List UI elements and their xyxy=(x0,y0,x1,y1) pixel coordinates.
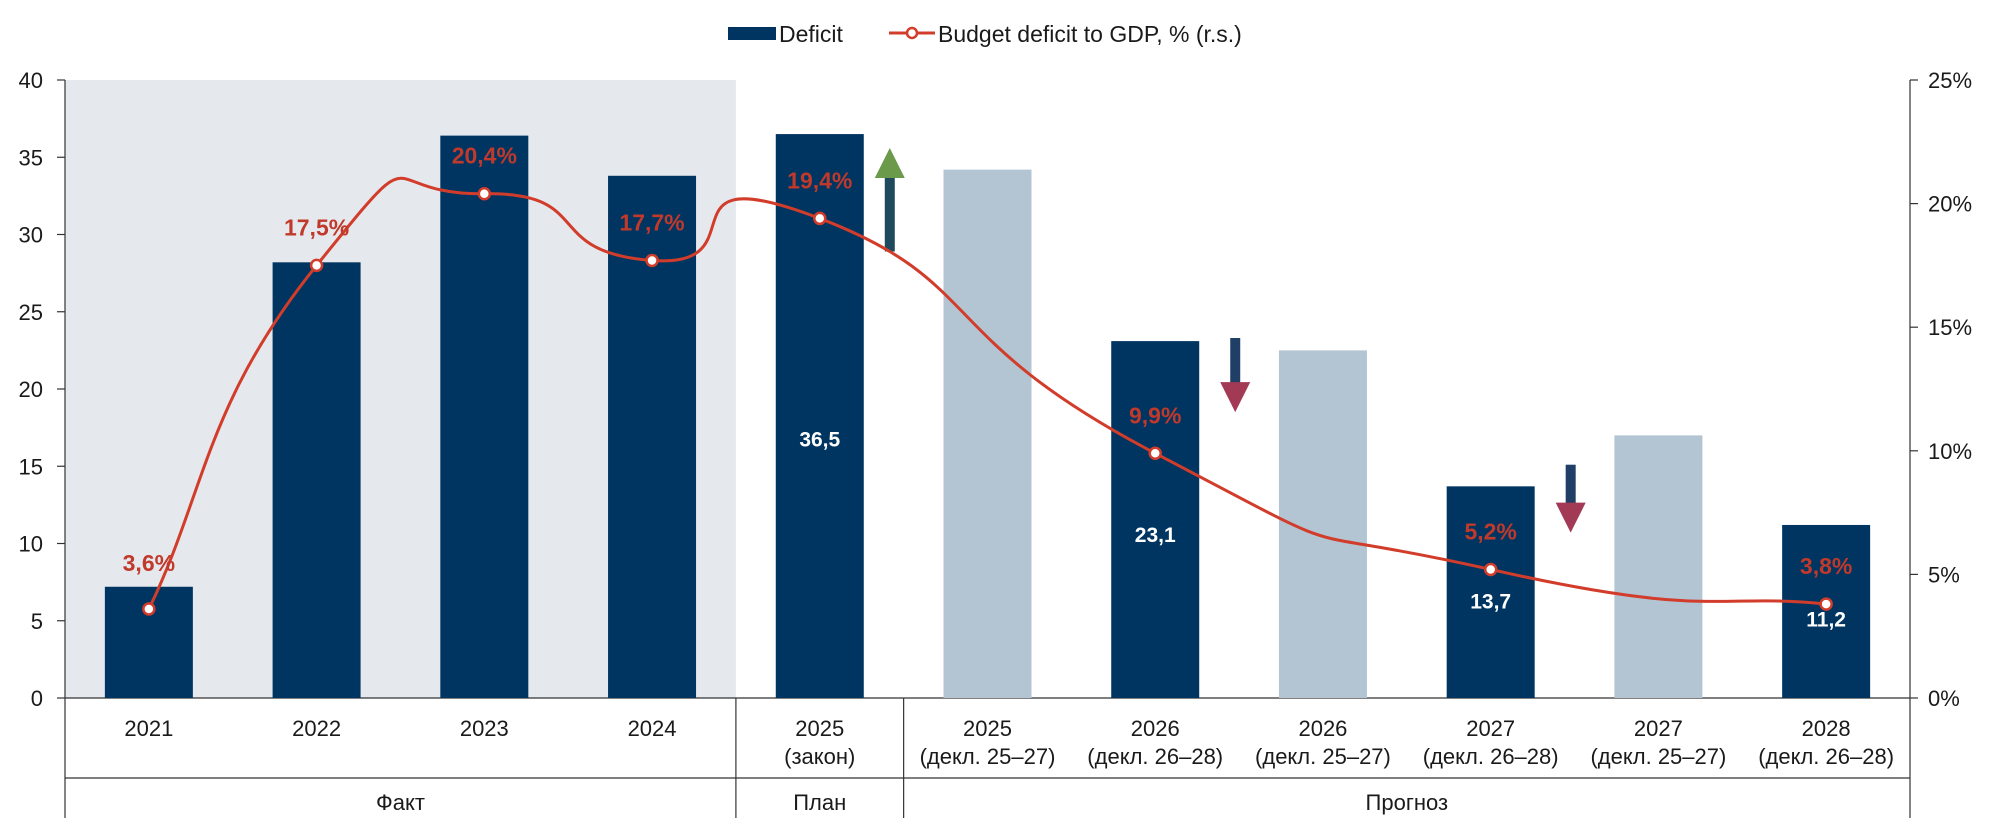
legend: Deficit Budget deficit to GDP, % (r.s.) xyxy=(728,21,1242,47)
left-tick-label: 0 xyxy=(31,686,43,711)
left-tick-label: 10 xyxy=(19,532,43,557)
left-tick-label: 15 xyxy=(19,454,43,479)
right-tick-label: 0% xyxy=(1928,686,1960,711)
arrow-up-shaft xyxy=(884,175,895,252)
bar-value-label: 36,5 xyxy=(799,429,840,452)
category-sub-label: (закон) xyxy=(784,744,855,769)
gdp-line-marker xyxy=(645,253,659,268)
bar xyxy=(775,134,864,698)
group-label: Прогноз xyxy=(1366,790,1449,815)
gdp-value-label: 3,6% xyxy=(123,550,175,576)
category-sub-label: (декл. 26–28) xyxy=(1423,744,1559,769)
bar xyxy=(1614,435,1703,698)
bar-value-label: 11,2 xyxy=(1806,608,1846,631)
left-tick-label: 20 xyxy=(19,377,43,402)
category-year-label: 2021 xyxy=(124,716,173,741)
category-year-label: 2025 xyxy=(795,716,844,741)
group-label: Факт xyxy=(376,790,425,815)
arrow-up-icon xyxy=(874,147,905,178)
category-year-label: 2024 xyxy=(628,716,677,741)
arrow-down-icon xyxy=(1555,502,1586,533)
category-year-label: 2025 xyxy=(963,716,1012,741)
legend-bar-label: Deficit xyxy=(779,21,844,47)
left-tick-label: 40 xyxy=(19,68,43,93)
bar xyxy=(272,262,361,698)
axes: 0 5 10 15 20 25 30 35 40 0% 5% 10% 15% 20% 25% xyxy=(19,68,1973,711)
left-tick-label: 25 xyxy=(19,300,43,325)
gdp-line-marker xyxy=(1483,562,1498,577)
left-tick-label: 30 xyxy=(19,223,43,248)
category-sub-label: (декл. 25–27) xyxy=(1255,744,1391,769)
data-labels: 36,5 23,1 13,7 11,2 3,6% 17,5% 20,4% 17,7% 19,4%… xyxy=(123,143,1853,632)
right-tick-label: 20% xyxy=(1928,192,1972,217)
gdp-line-marker xyxy=(1819,597,1833,611)
gdp-value-label: 9,9% xyxy=(1129,402,1181,428)
category-year-label: 2026 xyxy=(1131,716,1180,741)
category-year-label: 2022 xyxy=(292,716,341,741)
trend-arrows xyxy=(874,147,1586,533)
category-sub-label: (декл. 25–27) xyxy=(1590,744,1726,769)
gdp-line-path xyxy=(147,176,1827,610)
bar xyxy=(943,169,1032,699)
arrow-down-icon xyxy=(1220,382,1251,413)
gdp-line-marker xyxy=(477,186,492,201)
bar-value-label: 13,7 xyxy=(1470,591,1511,614)
gdp-value-label: 17,7% xyxy=(619,209,684,235)
left-tick-label: 35 xyxy=(19,145,43,170)
right-tick-label: 25% xyxy=(1928,68,1972,93)
legend-line-marker xyxy=(905,26,919,40)
legend-line-label: Budget deficit to GDP, % (r.s.) xyxy=(938,21,1242,47)
left-tick-label: 5 xyxy=(31,609,43,634)
bar xyxy=(1446,486,1535,698)
category-sub-label: (декл. 26–28) xyxy=(1758,744,1894,769)
category-year-label: 2028 xyxy=(1802,716,1851,741)
bar xyxy=(1782,524,1871,698)
right-tick-label: 10% xyxy=(1928,439,1972,464)
category-year-label: 2023 xyxy=(460,716,509,741)
gdp-value-label: 3,8% xyxy=(1800,553,1852,579)
gdp-line-marker xyxy=(142,602,156,616)
gdp-line xyxy=(142,176,1833,616)
gdp-value-label: 19,4% xyxy=(787,167,852,193)
category-sub-label: (декл. 26–28) xyxy=(1087,744,1223,769)
legend-bar-swatch xyxy=(728,27,776,40)
arrow-down-shaft xyxy=(1230,338,1241,385)
right-tick-label: 5% xyxy=(1928,562,1960,587)
gdp-value-label: 17,5% xyxy=(284,214,349,240)
bar-value-label: 23,1 xyxy=(1135,524,1176,547)
gdp-value-label: 5,2% xyxy=(1464,518,1516,544)
arrow-down-shaft xyxy=(1565,464,1576,505)
category-year-label: 2027 xyxy=(1466,716,1515,741)
category-sub-label: (декл. 25–27) xyxy=(920,744,1056,769)
gdp-line-marker xyxy=(309,258,324,273)
category-year-label: 2026 xyxy=(1298,716,1347,741)
gdp-line-marker xyxy=(813,211,827,226)
gdp-value-label: 20,4% xyxy=(452,143,517,169)
bar xyxy=(440,135,529,698)
right-tick-label: 15% xyxy=(1928,315,1972,340)
category-axis: 2021 2022 2023 2024 2025 (закон) 2025 (декл. 25… xyxy=(64,698,1911,818)
group-label: План xyxy=(793,790,846,815)
category-year-label: 2027 xyxy=(1634,716,1683,741)
bar xyxy=(1111,341,1200,698)
gdp-line-marker xyxy=(1148,446,1162,461)
